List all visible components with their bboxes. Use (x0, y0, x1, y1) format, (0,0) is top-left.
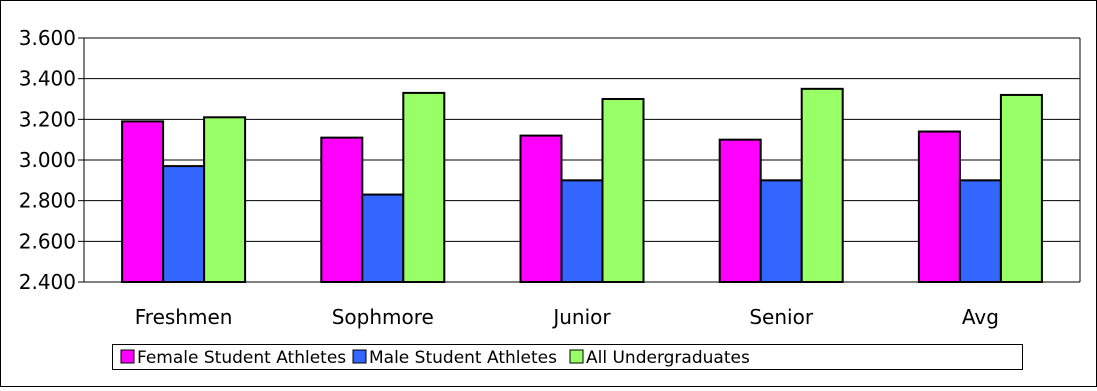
legend: Female Student Athletes Male Student Athl… (112, 344, 1023, 370)
x-axis-category-labels: Freshmen Sophmore Junior Senior Avg (135, 305, 999, 329)
bar-avg-3 (999, 93, 1043, 283)
y-tick-label: 2.600 (19, 229, 76, 253)
x-category-label: Senior (749, 305, 813, 329)
bar-sophmore-3 (402, 91, 446, 284)
y-axis-tick-labels: 2.400 2.600 2.800 3.000 3.200 3.400 3.600 (19, 26, 76, 294)
bar-junior-3 (601, 98, 645, 283)
y-tick-label: 3.600 (19, 26, 76, 50)
legend-box (112, 344, 1023, 370)
bar-avg-2 (958, 179, 1002, 283)
y-tick-label: 2.800 (19, 189, 76, 213)
bar-freshmen-3 (203, 116, 247, 283)
y-tick-label: 3.200 (19, 107, 76, 131)
bar-freshmen-1 (121, 120, 165, 283)
y-tick-label: 2.400 (19, 270, 76, 294)
bar-sophmore-1 (320, 136, 364, 283)
bar-senior-1 (718, 138, 762, 283)
bar-freshmen-2 (162, 165, 206, 284)
legend-swatch (569, 349, 584, 364)
x-category-label: Sophmore (332, 305, 434, 329)
axes (78, 37, 1081, 283)
bar-junior-2 (560, 179, 604, 283)
bar-junior-1 (519, 134, 563, 283)
bar-senior-2 (759, 179, 803, 283)
legend-label: Male Student Athletes (369, 348, 557, 368)
legend-label: Female Student Athletes (137, 348, 346, 368)
legend-swatch (120, 349, 135, 364)
y-tick-label: 3.000 (19, 148, 76, 172)
legend-swatch (352, 349, 367, 364)
x-category-label: Freshmen (135, 305, 233, 329)
bars (121, 87, 1043, 284)
y-tick-label: 3.400 (19, 67, 76, 91)
bar-avg-1 (917, 130, 961, 283)
x-category-label: Junior (551, 305, 611, 329)
bar-sophmore-2 (361, 193, 405, 283)
bar-senior-3 (800, 87, 844, 284)
x-category-label: Avg (962, 305, 999, 329)
legend-label: All Undergraduates (586, 348, 750, 368)
